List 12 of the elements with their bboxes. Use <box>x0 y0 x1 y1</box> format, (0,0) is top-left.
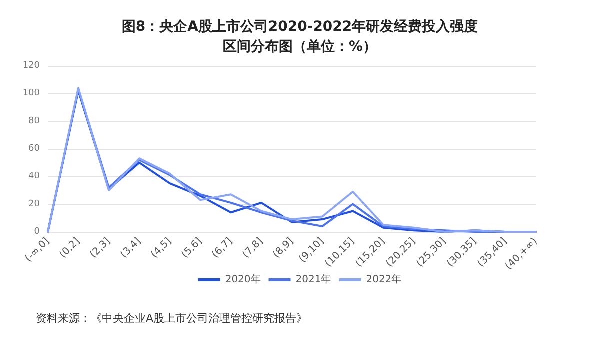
y-tick-label: 20 <box>28 199 40 210</box>
text: 资料来源：《中央企业A股上市公司治理管控研究报告》 <box>36 312 308 325</box>
chart-title: 图8：央企A股上市公司2020-2022年研发经费投入强度区间分布图（单位：%） <box>122 18 478 55</box>
y-tick-label: 0 <box>34 227 40 237</box>
legend-label: 2020年 <box>225 274 261 286</box>
legend-label: 2021年 <box>296 274 332 286</box>
y-tick-label: 120 <box>22 61 40 71</box>
legend-label: 2022年 <box>366 274 402 286</box>
y-tick-label: 60 <box>28 144 40 154</box>
y-tick-label: 100 <box>22 88 40 99</box>
y-tick-label: 80 <box>28 116 40 126</box>
y-tick-label: 40 <box>28 172 40 182</box>
